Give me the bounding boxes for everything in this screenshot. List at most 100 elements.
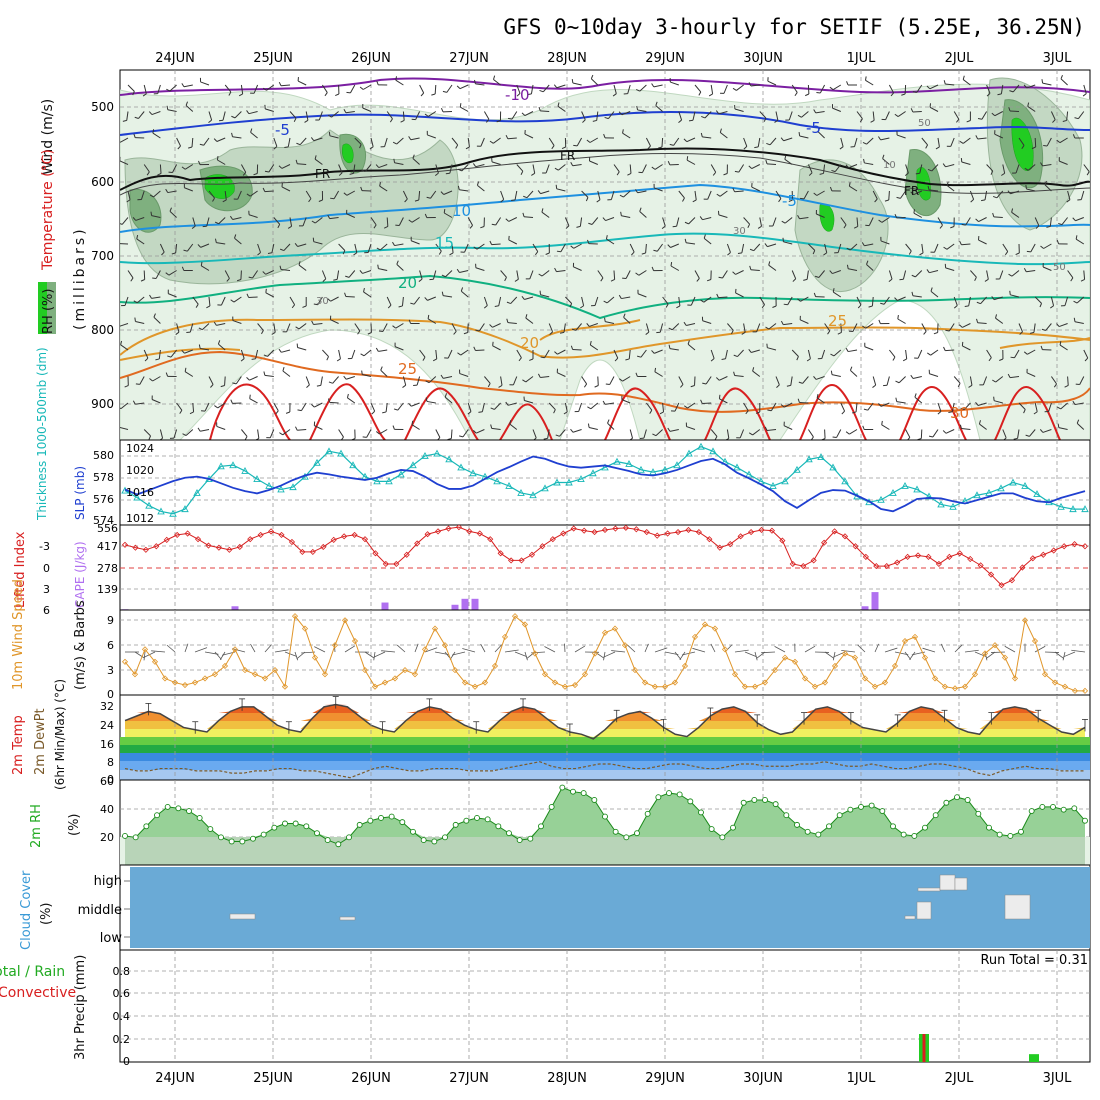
rh-point: [516, 837, 523, 844]
upper-wind-barb: [787, 296, 793, 306]
upper-wind-barb: [367, 243, 372, 253]
upper-wind-barb: [153, 190, 161, 198]
upper-wind-barb: [498, 296, 502, 306]
wind-speed-point: [181, 681, 189, 689]
upper-wind-barb-flag: [667, 244, 671, 248]
bottom-date-axis: 24JUN 25JUN 26JUN 27JUN 28JUN 29JUN 30JU…: [155, 1071, 1072, 1086]
cape-bar: [231, 606, 239, 610]
upper-wind-barb-flag: [375, 431, 380, 435]
upper-wind-barb: [540, 190, 550, 195]
upper-wind-barb-flag: [441, 274, 446, 278]
upper-wind-barb-flag: [327, 214, 331, 219]
upper-wind-barb-flag: [710, 358, 715, 362]
wind-speed-point: [1081, 687, 1089, 694]
upper-wind-barb: [427, 134, 436, 139]
upper-wind-barb: [575, 323, 582, 331]
upper-wind-barb-flag: [184, 367, 187, 372]
wind-speed-point: [381, 679, 389, 686]
wind-speed-point: [201, 675, 209, 682]
upper-contour-labels: -10 -5 -5 10 -5 FR FR FR 15 20 20 25 25 …: [275, 86, 1066, 422]
label-3hr-precip: 3hr Precip (mm): [73, 955, 88, 1060]
upper-wind-barb: [459, 373, 469, 377]
upper-wind-barb-flag: [604, 317, 606, 322]
upper-wind-barb-flag: [263, 354, 268, 357]
upper-wind-barb-flag: [278, 165, 283, 169]
upper-wind-barb-flag: [714, 436, 718, 440]
upper-wind-barb-flag: [988, 357, 992, 362]
upper-wind-barb: [200, 81, 210, 86]
upper-wind-barb: [572, 429, 582, 433]
upper-wind-barb: [411, 424, 420, 430]
upper-wind-barb-flag: [984, 278, 989, 282]
upper-wind-barb: [173, 429, 178, 439]
label-convective: Convective: [0, 985, 76, 1001]
rh-point: [378, 815, 384, 821]
upper-wind-barb-flag: [148, 111, 153, 115]
wind-speed-point: [791, 658, 799, 665]
upper-wind-barb-flag: [483, 305, 488, 309]
upper-wind-barb-flag: [590, 74, 594, 79]
rh-point: [762, 797, 768, 803]
lifted-index-point: [528, 551, 536, 558]
upper-wind-barb-flag: [153, 313, 156, 318]
upper-wind-barb-flag: [346, 393, 349, 398]
upper-wind-barb: [1083, 349, 1089, 359]
wind-speed-point: [441, 642, 449, 649]
upper-wind-barb-flag: [819, 172, 824, 175]
wind-speed-point: [621, 642, 629, 649]
upper-wind-barb: [298, 323, 307, 330]
upper-wind-barb-flag: [313, 303, 318, 306]
upper-wind-barb-flag: [357, 330, 361, 335]
upper-wind-barb-flag: [852, 411, 857, 414]
cape-tick-556: 556: [97, 522, 118, 535]
upper-wind-barb-flag: [449, 252, 454, 256]
upper-wind-barb: [856, 111, 863, 119]
wind-barb: [219, 651, 226, 661]
upper-wind-barb: [1026, 84, 1036, 89]
upper-wind-barb-flag: [181, 266, 185, 271]
rh-point: [826, 823, 832, 830]
rh-shading-mid: [124, 77, 1083, 293]
thickness-point: [541, 484, 549, 492]
wind-speed-point: [881, 679, 889, 686]
top-date-24JUN: 24JUN: [155, 51, 195, 66]
rh-point: [794, 821, 800, 828]
upper-wind-barb: [443, 295, 453, 298]
upper-wind-barb: [606, 296, 615, 304]
upper-wind-barb-flag: [743, 146, 748, 150]
upper-wind-barb-flag: [618, 111, 623, 116]
upper-wind-barb-flag: [716, 193, 721, 197]
upper-wind-barb-flag: [295, 426, 298, 431]
upper-wind-barb-flag: [538, 273, 543, 277]
upper-wind-barb: [572, 164, 582, 167]
upper-wind-barb: [151, 296, 161, 299]
upper-wind-barb-flag: [480, 226, 485, 229]
upper-wind-barb-flag: [587, 239, 590, 244]
upper-wind-barb-flag: [169, 207, 172, 212]
upper-wind-barb-flag: [278, 81, 282, 87]
lifted-index-line: [124, 526, 1086, 586]
upper-wind-barb: [581, 376, 588, 385]
upper-wind-barb-flag: [896, 196, 901, 199]
upper-wind-barb-flag: [813, 292, 817, 297]
upper-wind-barb-flag: [395, 76, 398, 81]
wind-speed-point: [981, 650, 989, 657]
upper-wind-barb-flag: [228, 91, 232, 96]
rh-point: [314, 830, 320, 837]
upper-wind-barb: [815, 111, 825, 114]
upper-wind-barb-flag: [635, 88, 641, 92]
upper-wind-barb-flag: [716, 293, 719, 298]
upper-wind-barb: [702, 320, 712, 324]
upper-wind-barb-flag: [846, 264, 849, 269]
upper-wind-barb: [475, 429, 485, 434]
lifted-index-point: [1061, 543, 1068, 550]
upper-wind-barb-flag: [316, 384, 321, 387]
cloud-level-low: low: [100, 931, 123, 946]
upper-wind-barb: [176, 323, 180, 333]
upper-wind-barb-flag: [1064, 385, 1069, 388]
upper-wind-barb: [1067, 190, 1071, 200]
thickness-point: [385, 477, 393, 485]
upper-wind-barb-flag: [328, 131, 331, 136]
upper-wind-barb: [791, 270, 797, 279]
wind-speed-point: [641, 679, 649, 686]
